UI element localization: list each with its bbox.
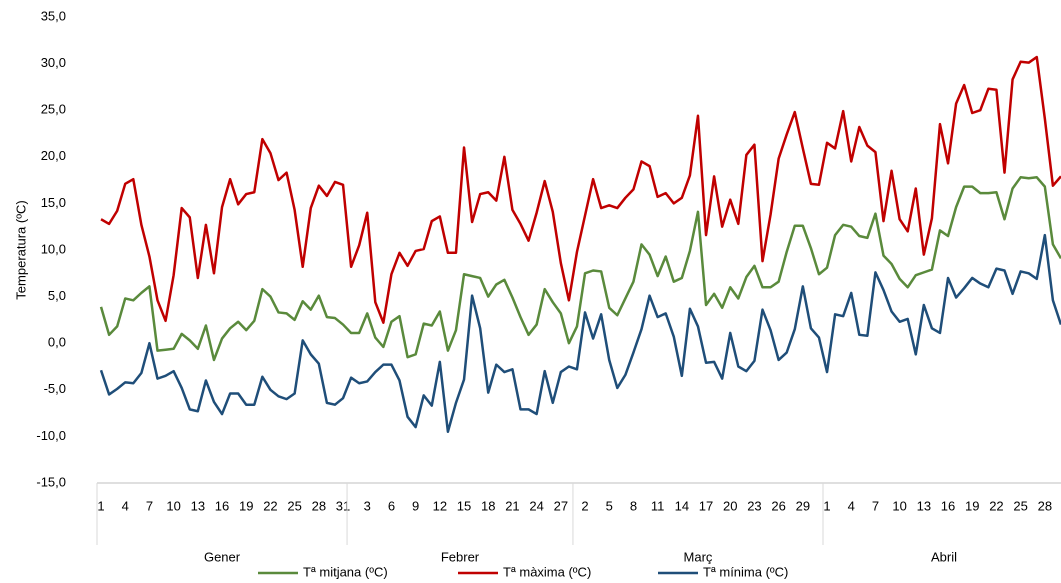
x-tick-label: 5 [606,498,613,513]
x-tick-label: 27 [554,498,568,513]
x-tick-label: 9 [412,498,419,513]
y-tick-label: 10,0 [41,241,66,256]
y-tick-label: 20,0 [41,148,66,163]
group-label: Abril [931,549,957,564]
y-tick-label: 0,0 [48,335,66,350]
x-tick-label: 1 [823,498,830,513]
x-tick-label: 17 [699,498,713,513]
x-tick-label: 14 [675,498,689,513]
y-tick-label: 15,0 [41,195,66,210]
x-tick-label: 12 [433,498,447,513]
x-tick-label: 19 [239,498,253,513]
x-tick-label: 21 [505,498,519,513]
x-tick-label: 16 [941,498,955,513]
x-tick-label: 10 [892,498,906,513]
x-tick-label: 13 [917,498,931,513]
y-tick-label: 25,0 [41,102,66,117]
x-tick-label: 28 [1038,498,1052,513]
x-tick-label: 23 [747,498,761,513]
x-tick-label: 24 [529,498,543,513]
x-tick-label: 4 [122,498,129,513]
legend-label: Tª mitjana (ºC) [303,564,388,579]
x-tick-label: 6 [388,498,395,513]
x-tick-label: 3 [364,498,371,513]
y-axis-label: Temperatura (ºC) [13,200,28,299]
x-tick-label: 15 [457,498,471,513]
y-tick-label: -10,0 [36,428,66,443]
x-tick-label: 8 [630,498,637,513]
x-tick-label: 25 [287,498,301,513]
y-tick-label: 5,0 [48,288,66,303]
y-tick-label: 35,0 [41,8,66,23]
x-tick-label: 26 [771,498,785,513]
group-label: Gener [204,549,241,564]
x-tick-label: 25 [1013,498,1027,513]
x-tick-label: 11 [651,498,665,513]
y-tick-label: -15,0 [36,474,66,489]
group-label: Març [684,549,713,564]
x-tick-label: 7 [146,498,153,513]
x-tick-label: 29 [796,498,810,513]
x-tick-label: 2 [581,498,588,513]
x-tick-label: 7 [872,498,879,513]
x-tick-label: 16 [215,498,229,513]
y-tick-label: 30,0 [41,55,66,70]
legend-label: Tª màxima (ºC) [503,564,591,579]
x-tick-label: 20 [723,498,737,513]
x-tick-label: 22 [989,498,1003,513]
x-tick-label: 28 [312,498,326,513]
series-line [99,233,1061,433]
x-tick-label: 31 [336,498,350,513]
y-tick-label: -5,0 [44,381,66,396]
series-line [100,55,1061,324]
group-label: Febrer [441,549,480,564]
x-tick-label: 18 [481,498,495,513]
x-tick-label: 4 [848,498,855,513]
legend-label: Tª mínima (ºC) [703,564,788,579]
x-tick-label: 1 [97,498,104,513]
x-tick-label: 13 [191,498,205,513]
x-tick-label: 10 [166,498,180,513]
x-tick-label: 19 [965,498,979,513]
x-tick-label: 22 [263,498,277,513]
series-line [99,176,1061,362]
